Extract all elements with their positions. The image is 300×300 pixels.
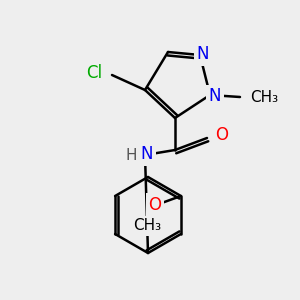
Text: CH₃: CH₃ bbox=[133, 218, 161, 233]
Text: N: N bbox=[141, 145, 153, 163]
Text: CH₃: CH₃ bbox=[250, 89, 278, 104]
Text: O: O bbox=[148, 196, 161, 214]
Text: H: H bbox=[125, 148, 137, 164]
Text: N: N bbox=[197, 45, 209, 63]
Text: N: N bbox=[209, 87, 221, 105]
Text: O: O bbox=[215, 126, 228, 144]
Text: Cl: Cl bbox=[86, 64, 102, 82]
